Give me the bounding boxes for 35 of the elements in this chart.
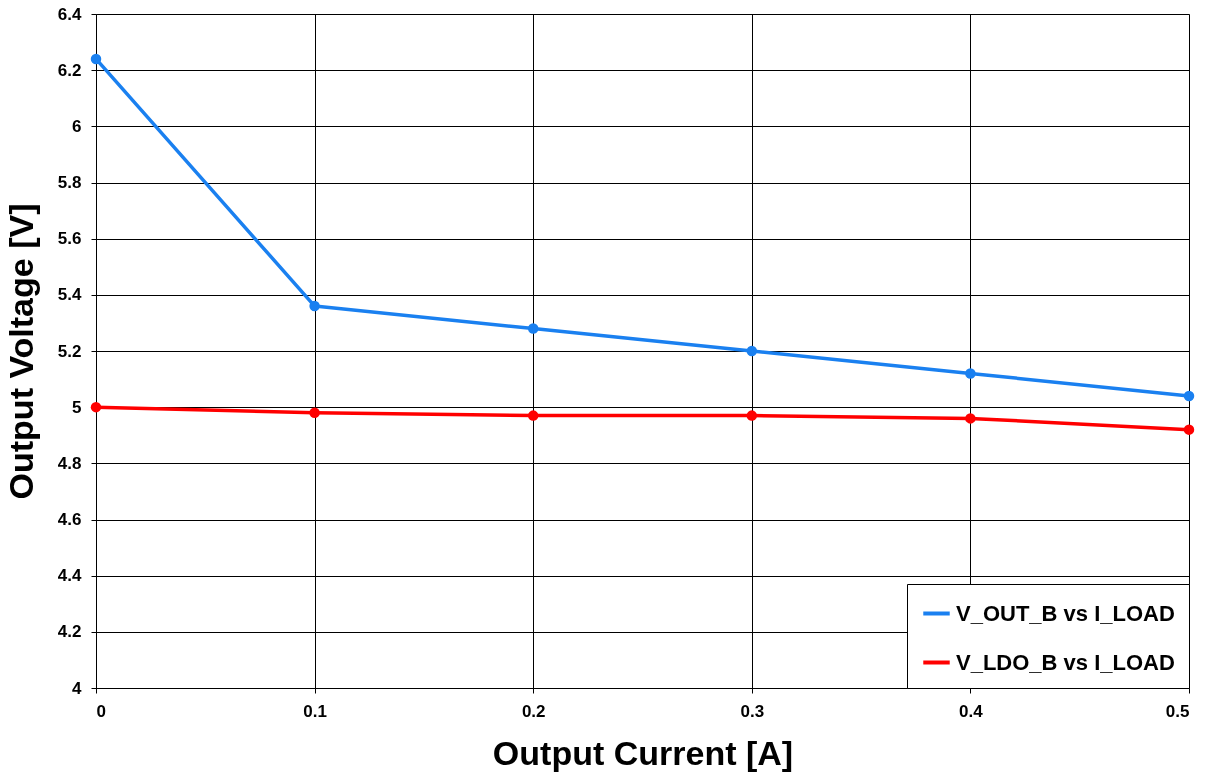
y-tick-label: 6.2 (57, 60, 82, 80)
x-tick-label: 0.1 (303, 701, 327, 721)
point (1183, 424, 1195, 435)
x-tick-label: 0.3 (740, 701, 765, 721)
y-tick-label: 5.4 (57, 285, 83, 305)
y-tick-label: 4 (72, 678, 83, 698)
point (965, 413, 976, 424)
y-tick-label: 5.2 (57, 341, 82, 361)
y-tick-label: 4.4 (57, 566, 83, 586)
point (527, 410, 539, 421)
point (1183, 390, 1195, 402)
x-axis-title: Output Current [A] (492, 733, 794, 772)
point (90, 401, 102, 413)
x-tick-label: 0 (96, 701, 106, 721)
y-tick-label: 5 (72, 397, 82, 417)
legend-label: V_LDO_B vs I_LOAD (956, 649, 1175, 675)
x-tick-label: 0.4 (959, 701, 984, 721)
point (965, 368, 976, 379)
legend-label: V_OUT_B vs I_LOAD (956, 600, 1175, 626)
y-tick-label: 5.6 (57, 229, 82, 249)
y-tick-label: 4.8 (57, 453, 82, 473)
x-tick-label: 0.2 (521, 701, 546, 721)
point (746, 345, 758, 357)
y-tick-label: 4.2 (57, 622, 82, 642)
point (309, 300, 320, 312)
y-axis-title: Output Voltage [V] (1, 203, 40, 500)
point (90, 53, 102, 65)
y-tick-label: 6.4 (57, 4, 83, 24)
point (309, 407, 320, 419)
point (527, 323, 539, 334)
point (746, 410, 758, 421)
y-tick-label: 4.6 (57, 510, 82, 529)
y-tick-label: 6 (72, 116, 82, 136)
y-tick-label: 5.8 (57, 173, 82, 192)
x-tick-label: 0.5 (1165, 701, 1190, 721)
